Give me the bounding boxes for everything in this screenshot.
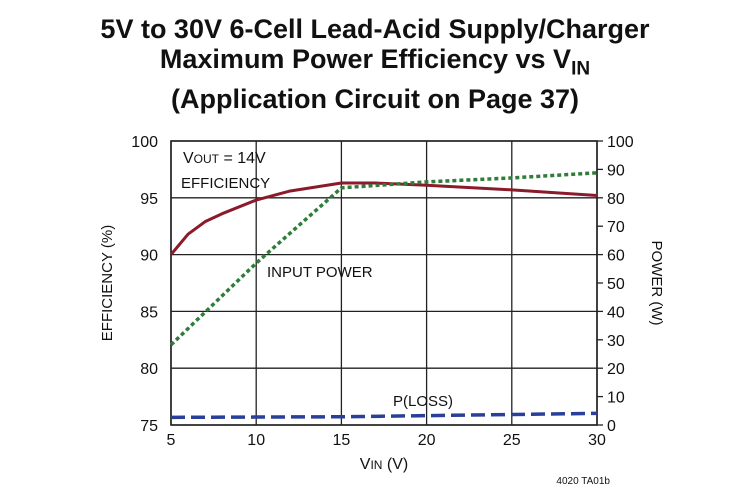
- y-axis-label: EFFICIENCY (%): [99, 225, 116, 341]
- y2-axis-label: POWER (W): [648, 241, 665, 326]
- y2-tick-label: 90: [607, 162, 625, 179]
- series-line-efficiency: [169, 181, 598, 256]
- series-line-input-power: [169, 171, 598, 347]
- y-tick-label: 80: [140, 361, 158, 378]
- y2-tick-label: 0: [607, 418, 616, 435]
- x-axis-label-part: V: [360, 456, 371, 473]
- title-line-2-text: Maximum Power Efficiency vs V: [159, 44, 572, 74]
- annotation-ploss: P(LOSS): [393, 393, 453, 410]
- x-tick-label: 15: [333, 432, 351, 449]
- y2-tick-label: 80: [607, 191, 625, 208]
- y2-tick-label: 20: [607, 361, 625, 378]
- footnote: 4020 TA01b: [556, 476, 610, 487]
- annotation-vout: VOUT = 14V: [183, 150, 266, 167]
- x-tick-label: 30: [588, 432, 606, 449]
- y-tick-label: 85: [140, 304, 158, 321]
- y2-tick-label: 10: [607, 390, 625, 407]
- chart-title: 5V to 30V 6-Cell Lead-Acid Supply/Charge…: [0, 14, 750, 114]
- x-axis-label: VIN (V): [360, 456, 408, 473]
- annotation-efficiency: EFFICIENCY: [181, 175, 270, 192]
- x-tick-label: 25: [503, 432, 521, 449]
- x-tick-label: 10: [247, 432, 265, 449]
- y2-tick-label: 100: [607, 134, 634, 151]
- y2-tick-label: 30: [607, 333, 625, 350]
- y-tick-label: 100: [131, 134, 158, 151]
- y-tick-label: 95: [140, 191, 158, 208]
- y2-tick-label: 50: [607, 276, 625, 293]
- y-tick-label: 75: [140, 418, 158, 435]
- plot-frame: [170, 140, 598, 426]
- vout-value: = 14V: [219, 150, 266, 167]
- y2-tick-label: 40: [607, 304, 625, 321]
- y2-tick-label: 60: [607, 248, 625, 265]
- title-sub: IN: [571, 58, 591, 80]
- x-tick-label: 20: [418, 432, 436, 449]
- vout-sub: OUT: [194, 152, 220, 166]
- x-tick-label: 5: [167, 432, 176, 449]
- title-line-3: (Application Circuit on Page 37): [170, 84, 580, 115]
- x-axis-label-part: (V): [382, 456, 408, 473]
- title-line-1: 5V to 30V 6-Cell Lead-Acid Supply/Charge…: [100, 14, 650, 44]
- series-line-p-loss-: [170, 411, 598, 420]
- y2-tick-label: 70: [607, 219, 625, 236]
- x-axis-label-part: IN: [370, 458, 382, 472]
- vout-v: V: [183, 150, 194, 167]
- y-tick-label: 90: [140, 248, 158, 265]
- title-line-2: Maximum Power Efficiency vs VIN: [0, 44, 750, 84]
- annotation-input-power: INPUT POWER: [267, 264, 373, 281]
